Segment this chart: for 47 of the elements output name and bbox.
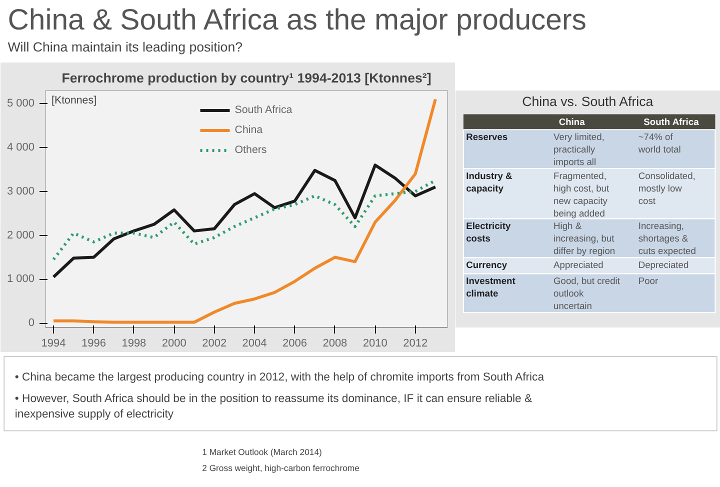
x-tick-label: 2000: [162, 338, 186, 350]
x-tick-label: 1998: [122, 338, 146, 350]
x-tick-label: 2012: [403, 338, 428, 350]
text: China & South Africa as the major producers: [8, 4, 586, 37]
line-series: [52, 98, 437, 324]
text: Increasing, shortages & cuts expected: [638, 221, 696, 256]
y-tick-label: 0: [28, 317, 35, 330]
y-tick-label: 1 000: [6, 273, 35, 286]
x-tick-label: 1994: [41, 338, 66, 350]
text: Reserves: [466, 132, 508, 142]
text: 1 Market Outlook (March 2014): [202, 447, 322, 457]
legend-label: Others: [234, 144, 267, 156]
x-tick-label: 1996: [82, 338, 106, 350]
text: Depreciated: [638, 260, 689, 270]
y-tick-label: 5 000: [6, 98, 35, 110]
text: Good, but credit outlook uncertain: [554, 276, 620, 312]
legend-label: South Africa: [234, 104, 292, 116]
text: Very limited, practically imports all: [554, 132, 604, 167]
text: Appreciated: [554, 260, 604, 270]
y-tick-label: 2 000: [6, 229, 35, 242]
text: Poor: [638, 276, 658, 286]
text: Investment climate: [466, 276, 516, 299]
text: • China became the largest producing country in 2012, with the help of chromite imports from South Africa: [14, 371, 545, 384]
legend-label: China: [234, 124, 263, 136]
x-tick-label: 2006: [282, 338, 307, 350]
text: Fragmented, high cost, but new capacity being added: [554, 170, 610, 218]
line-series: [52, 164, 437, 279]
y-tick-label: 4 000: [6, 142, 35, 154]
text: ~74% of world total: [637, 132, 681, 154]
text: 2 Gross weight, high-carbon ferrochrome: [202, 463, 360, 474]
y-tick-label: 3 000: [6, 185, 35, 198]
y-axis-title: [Ktonnes]: [52, 94, 97, 106]
x-tick-label: 2004: [242, 338, 267, 350]
category-label: South Africa: [644, 116, 700, 127]
text: Will China maintain its leading position?: [8, 40, 243, 54]
text: Consolidated, mostly low cost: [638, 170, 696, 206]
text: Currency: [466, 260, 508, 270]
text: High & increasing, but differ by region: [554, 221, 616, 256]
text: Electricity costs: [466, 221, 512, 244]
x-tick-label: 2008: [322, 338, 348, 350]
text: Industry & capacity: [466, 170, 512, 194]
x-tick-label: 2010: [362, 338, 388, 350]
category-label: China: [558, 116, 586, 127]
text: • However, South Africa should be in the position to reassume its dominance, IF it can ensure reliable & inexpensive supply of electricity: [14, 393, 532, 421]
x-tick-label: 2002: [202, 338, 227, 350]
chart-title: Ferrochrome production by country¹ 1994-2013 [Ktonnes²]: [62, 70, 432, 86]
text: China vs. South Africa: [522, 94, 654, 110]
